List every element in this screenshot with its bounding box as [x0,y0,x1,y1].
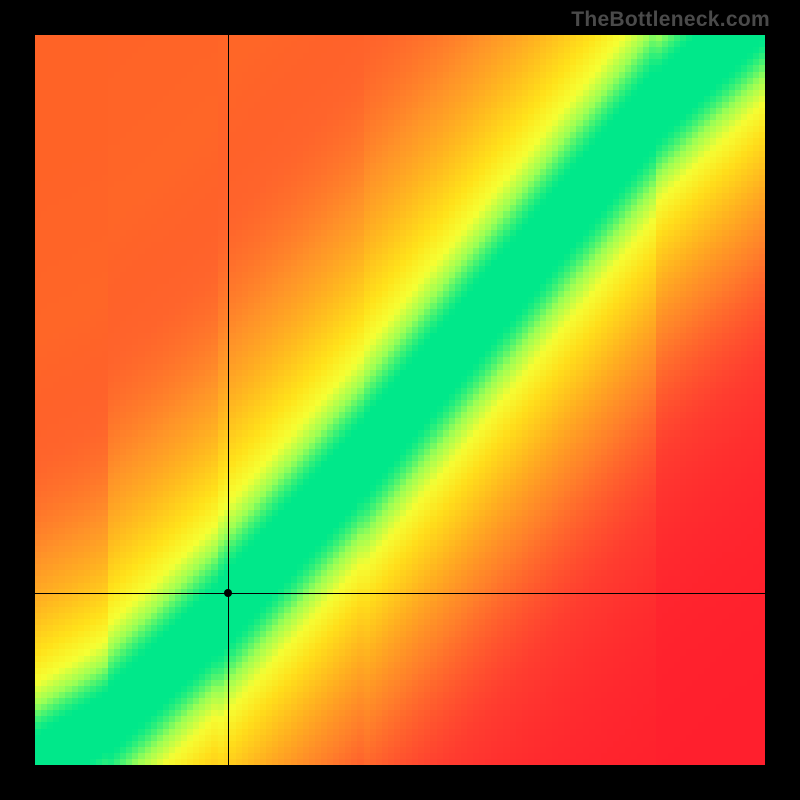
chart-container: TheBottleneck.com [0,0,800,800]
plot-area [35,35,765,765]
watermark-label: TheBottleneck.com [571,8,770,32]
bottleneck-heatmap [35,35,765,765]
